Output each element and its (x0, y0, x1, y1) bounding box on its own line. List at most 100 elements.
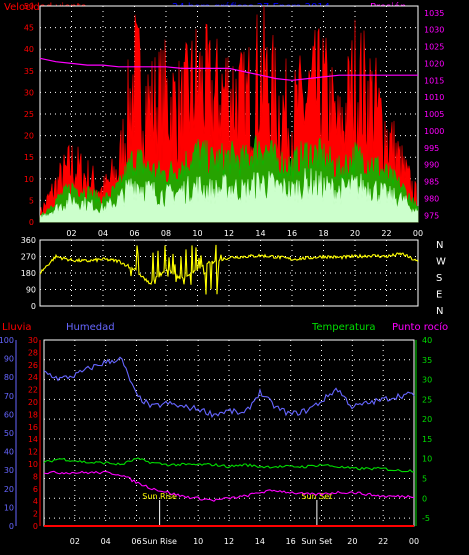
sunrise-tick-label: Sun Rise (142, 537, 177, 546)
humidity-tick-label: 70 (4, 392, 14, 401)
rain-tick-label: 28 (28, 348, 38, 357)
x-tick-label: 12 (224, 537, 234, 546)
x-tick-label: 02 (70, 537, 80, 546)
temperature-tick-label: 20 (422, 415, 432, 424)
direction-tick-label: 180 (21, 269, 36, 278)
compass-label: E (436, 290, 442, 301)
rain-tick-label: 14 (28, 435, 38, 444)
y-left-tick-label: 40 (24, 45, 34, 54)
temperature-tick-label: -5 (422, 514, 430, 523)
y-right-tick-label: 1015 (424, 76, 444, 85)
temperature-tick-label: 5 (422, 475, 427, 484)
compass-label: W (436, 257, 446, 268)
y-right-tick-label: 1030 (424, 26, 444, 35)
y-right-tick-label: 1035 (424, 9, 444, 18)
rain-tick-label: 22 (28, 386, 38, 395)
y-left-tick-label: 5 (29, 196, 34, 205)
x-tick-label: 18 (318, 229, 328, 238)
humidity-tick-label: 60 (4, 410, 14, 419)
y-right-tick-label: 1010 (424, 93, 444, 102)
rain-tick-label: 26 (28, 361, 38, 370)
humidity-series (43, 356, 415, 418)
rain-tick-label: 6 (33, 485, 38, 494)
temperature-tick-label: 30 (422, 376, 432, 385)
humidity-tick-label: 20 (4, 485, 14, 494)
x-tick-label: 14 (255, 537, 265, 546)
y-right-tick-label: 1020 (424, 59, 444, 68)
sunset-tick-label: Sun Set (301, 537, 332, 546)
x-tick-label: 20 (350, 229, 360, 238)
y-right-tick-label: 1000 (424, 127, 444, 136)
wind-direction-series (39, 244, 419, 295)
wind-pressure-chart: 02 04 06 08 10 12 14 16 18 20 22 000510152025303540… (24, 2, 445, 238)
rain-tick-label: 16 (28, 423, 38, 432)
y-right-tick-label: 975 (424, 211, 439, 220)
y-left-tick-label: 35 (24, 67, 34, 76)
direction-tick-label: 90 (26, 286, 36, 295)
sunrise-label: Sun Rise (142, 492, 177, 501)
y-left-tick-label: 25 (24, 110, 34, 119)
compass-label: S (436, 273, 442, 284)
temperature-tick-label: 10 (422, 455, 432, 464)
rain-tick-label: 8 (33, 472, 38, 481)
temperature-tick-label: 15 (422, 435, 432, 444)
y-left-tick-label: 0 (29, 218, 34, 227)
x-tick-label: 06 (131, 537, 141, 546)
humidity-tick-label: 40 (4, 448, 14, 457)
x-tick-label: 00 (413, 229, 423, 238)
x-tick-label: 10 (193, 537, 203, 546)
rain-tick-label: 30 (28, 336, 38, 345)
rain-label: Lluvia (2, 322, 32, 333)
x-tick-label: 22 (381, 229, 391, 238)
temperature-series (43, 457, 415, 473)
dew-point-label: Punto rocío (392, 321, 448, 333)
y-left-tick-label: 10 (24, 175, 34, 184)
temperature-label: Temperatura (311, 322, 376, 333)
humidity-tick-label: 10 (4, 503, 14, 512)
compass-label: N (436, 306, 443, 317)
rain-tick-label: 24 (28, 373, 38, 382)
x-tick-label: 04 (98, 229, 108, 238)
humidity-tick-label: 30 (4, 466, 14, 475)
temperature-tick-label: 0 (422, 494, 427, 503)
y-right-tick-label: 985 (424, 178, 439, 187)
rain-tick-label: 2 (33, 510, 38, 519)
temperature-tick-label: 40 (422, 336, 432, 345)
humidity-tick-label: 90 (4, 355, 14, 364)
x-tick-label: 22 (378, 537, 388, 546)
direction-tick-label: 360 (21, 236, 36, 245)
y-right-tick-label: 990 (424, 161, 439, 170)
x-tick-label: 00 (409, 537, 419, 546)
dew-point-series (43, 470, 414, 502)
y-left-tick-label: 45 (24, 24, 34, 33)
humidity-label: Humedad (66, 322, 115, 333)
humidity-tick-label: 100 (0, 336, 14, 345)
compass-label: N (436, 240, 443, 251)
y-left-tick-label: 50 (24, 2, 34, 11)
temperature-tick-label: 35 (422, 356, 432, 365)
temperature-tick-label: 25 (422, 395, 432, 404)
rain-tick-label: 18 (28, 410, 38, 419)
x-tick-label: 04 (101, 537, 111, 546)
x-tick-label: 14 (255, 229, 265, 238)
x-tick-label: 06 (129, 229, 139, 238)
rain-tick-label: 10 (28, 460, 38, 469)
direction-tick-label: 0 (31, 302, 36, 311)
humidity-tick-label: 80 (4, 373, 14, 382)
rain-tick-label: 4 (33, 497, 38, 506)
y-left-tick-label: 20 (24, 132, 34, 141)
humidity-tick-label: 50 (4, 429, 14, 438)
rain-tick-label: 12 (28, 448, 38, 457)
pressure-series (39, 57, 418, 81)
humidity-tick-label: 0 (9, 522, 14, 531)
x-tick-label: 20 (347, 537, 357, 546)
wind-low-series (39, 168, 419, 223)
sunset-label: Sun Set (301, 492, 332, 501)
humidity-temperature-chart: 0102030405060708090100024681012141618202… (0, 336, 432, 546)
x-tick-label: 16 (286, 537, 296, 546)
y-right-tick-label: 980 (424, 194, 439, 203)
y-left-tick-label: 15 (24, 153, 34, 162)
